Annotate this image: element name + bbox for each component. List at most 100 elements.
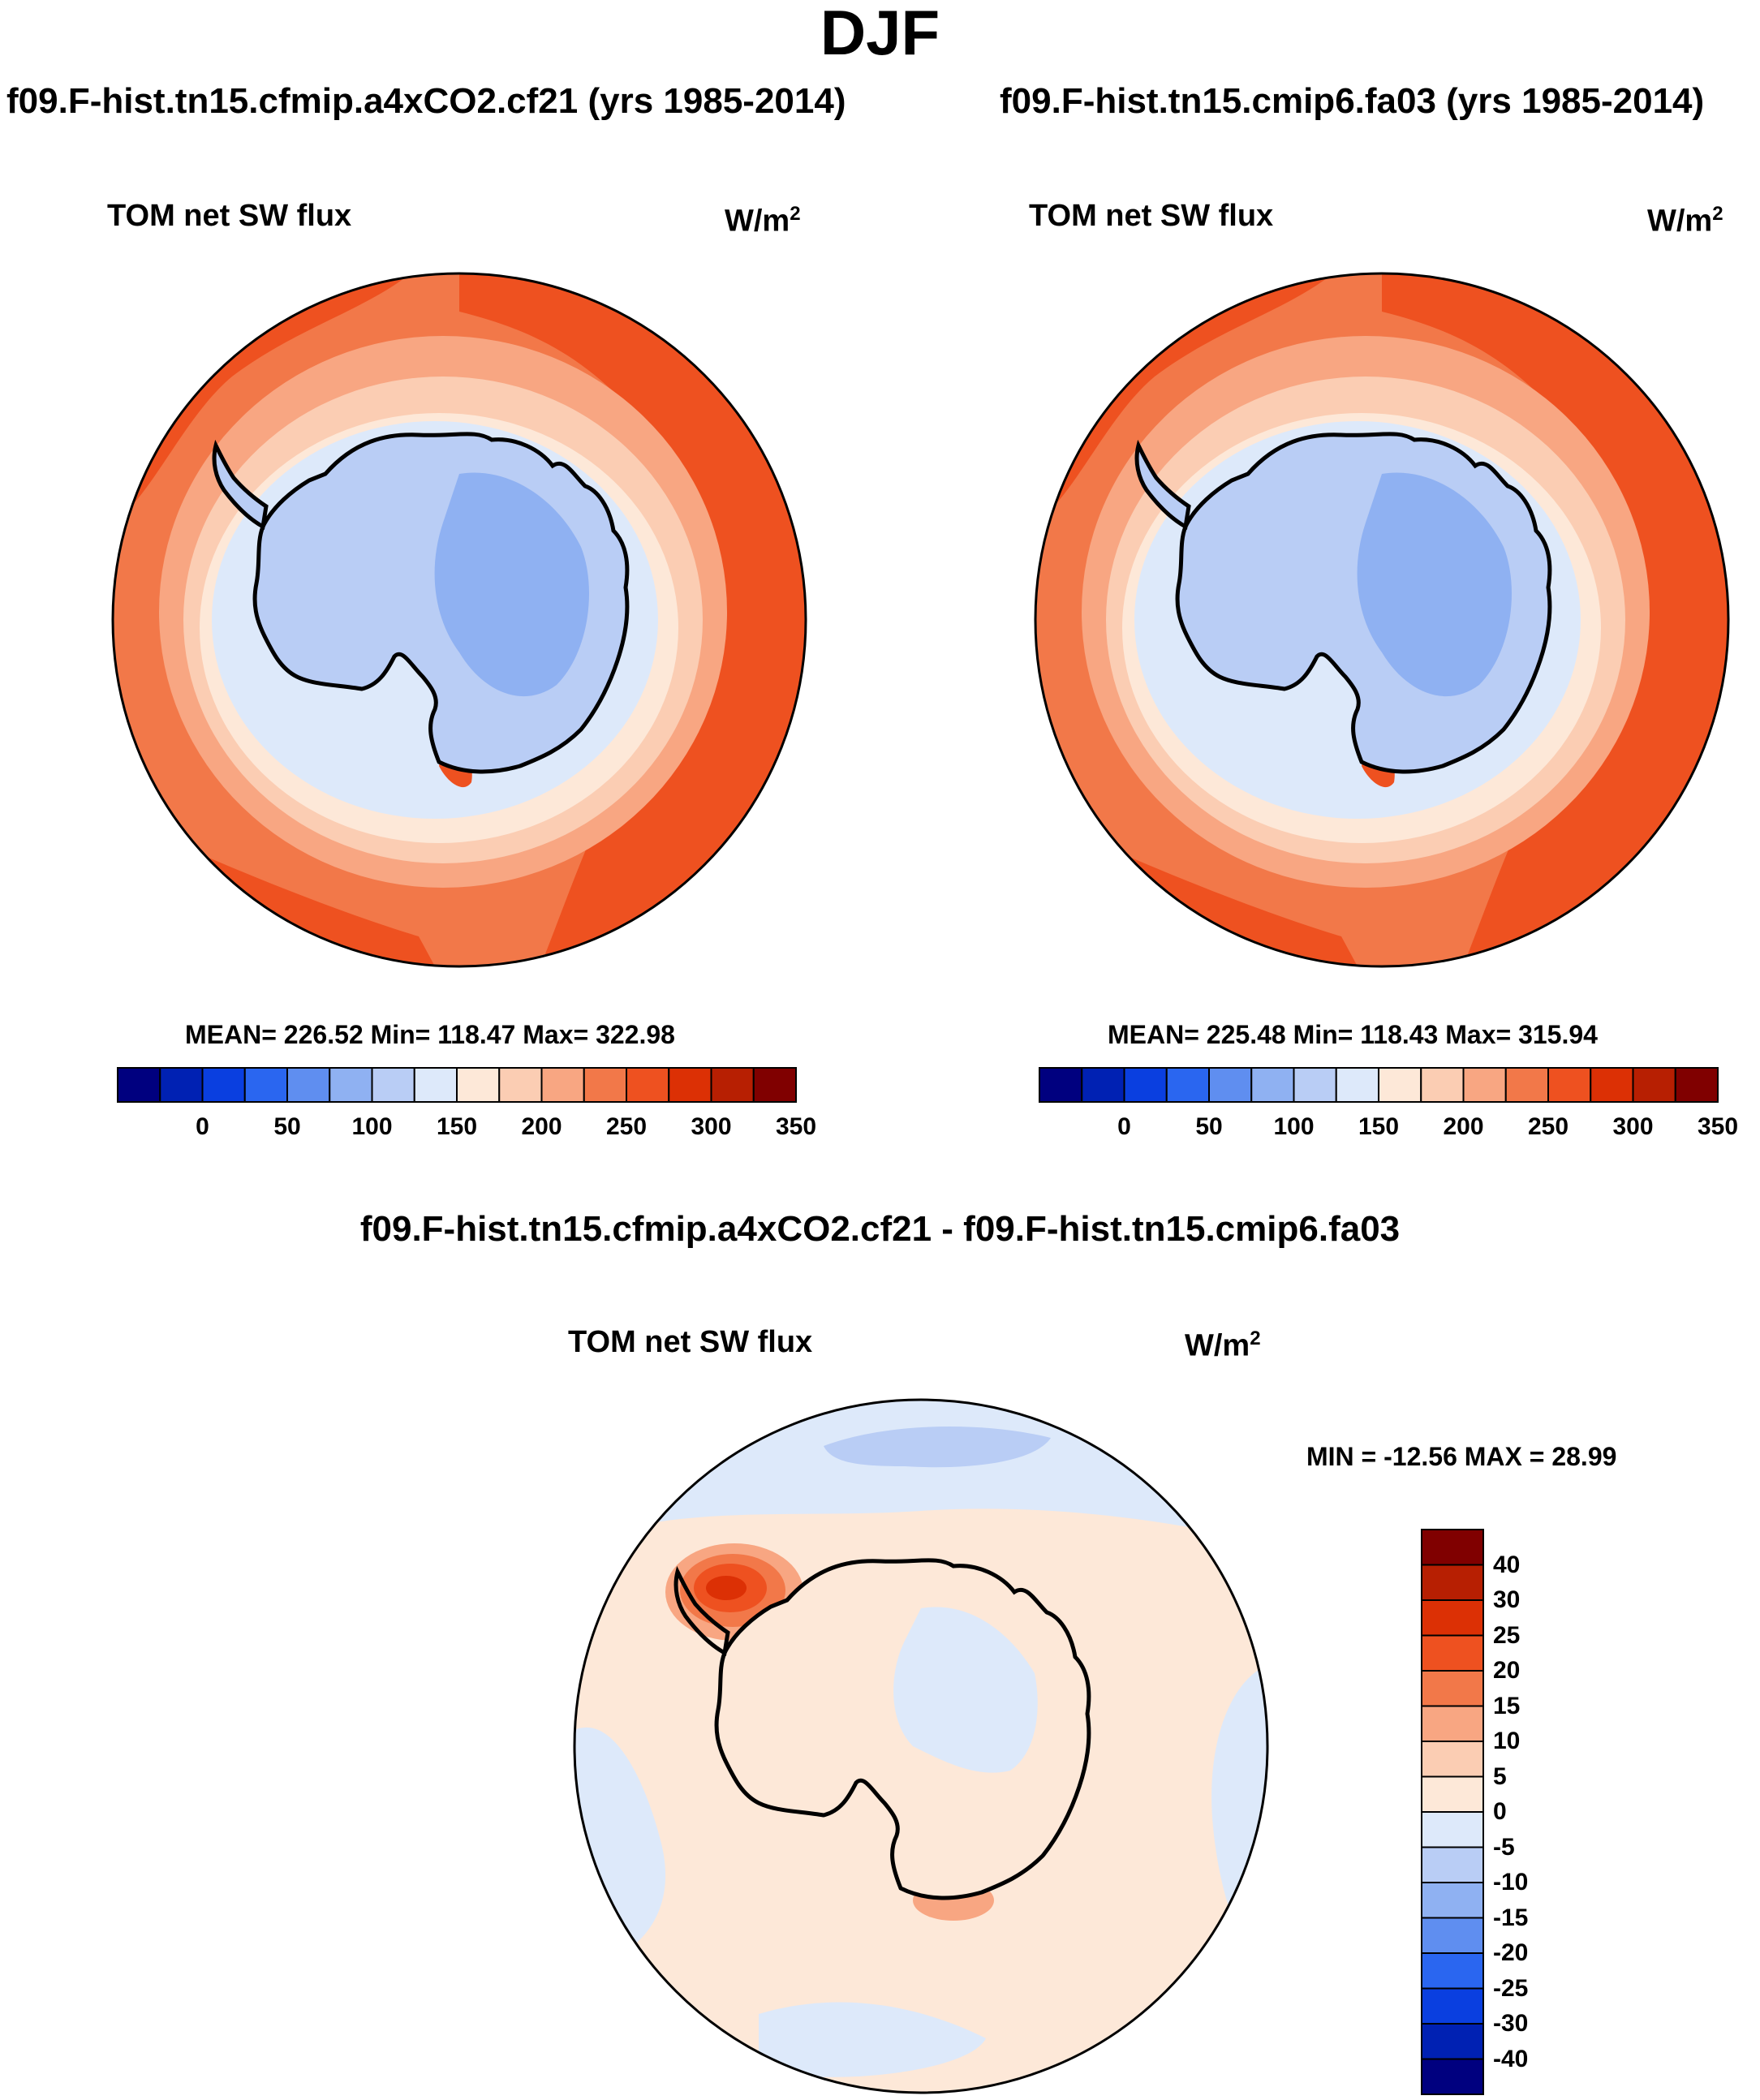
colorbar-swatch [1547,1067,1592,1103]
colorbar-swatch [1421,1987,1484,2025]
colorbar-tick-label: 350 [1697,1113,1739,1140]
colorbar-swatch [626,1067,670,1103]
panel-1-variable: TOM net SW flux [107,199,352,233]
colorbar-swatch [1421,2023,1484,2060]
colorbar-swatch [1421,1705,1484,1742]
colorbar-swatch [1250,1067,1295,1103]
ocean-outer-region [459,273,806,966]
colorbar-tick-label: 200 [1443,1113,1484,1140]
colorbar-tick-label: 50 [273,1113,301,1140]
colorbar-tick-label: 20 [1493,1657,1521,1684]
panel-1-case-title: f09.F-hist.tn15.cfmip.a4xCO2.cf21 (yrs 1… [6,81,846,121]
colorbar-swatch [159,1067,204,1103]
panel-2-variable: TOM net SW flux [1029,199,1274,233]
ice-interior [1357,472,1512,697]
colorbar-swatch [201,1067,246,1103]
colorbar-tick-label: 150 [436,1113,478,1140]
colorbar-tick-label: 30 [1493,1586,1521,1613]
colorbar-swatch [1421,1741,1484,1778]
ocean-outer-region [1382,273,1728,966]
colorbar-swatch [1632,1067,1676,1103]
figure-title: DJF [820,0,940,68]
panel-1-map [111,272,807,968]
colorbar-swatch [710,1067,755,1103]
colorbar-swatch [1504,1067,1549,1103]
colorbar-swatch [1123,1067,1168,1103]
colorbar-swatch [1420,1067,1465,1103]
colorbar-tick-label: -20 [1493,1939,1529,1966]
colorbar-tick-label: -10 [1493,1869,1529,1896]
colorbar-tick-label: -25 [1493,1974,1529,2002]
colorbar-tick-label: 25 [1493,1621,1521,1649]
colorbar-tick-label: -40 [1493,2045,1529,2072]
colorbar-swatch [752,1067,797,1103]
map-boundary [111,272,807,968]
colorbar-swatch [456,1067,501,1103]
colorbar-tick-label: 100 [351,1113,393,1140]
colorbar-tick-label: 250 [1527,1113,1569,1140]
colorbar-tick-label: 350 [775,1113,817,1140]
colorbar-swatch [1293,1067,1337,1103]
colorbar-swatch [1081,1067,1125,1103]
colorbar-swatch [1421,1917,1484,1954]
colorbar-swatch [1421,1634,1484,1672]
diff-title: f09.F-hist.tn15.cfmip.a4xCO2.cf21 - f09.… [359,1209,1401,1249]
diff-variable: TOM net SW flux [568,1325,813,1359]
colorbar-swatch [1421,2058,1484,2095]
colorbar-tick-label: 50 [1195,1113,1223,1140]
colorbar-swatch [329,1067,373,1103]
colorbar-tick-label: 150 [1358,1113,1400,1140]
map-boundary [1034,272,1730,968]
colorbar-tick-label: 200 [521,1113,562,1140]
colorbar-swatch [1421,1882,1484,1919]
colorbar-swatch [1421,1529,1484,1566]
colorbar-tick-label: 5 [1493,1762,1507,1790]
panel-2-colorbar [1039,1067,1719,1103]
colorbar-tick-label: -5 [1493,1833,1515,1861]
colorbar-swatch [668,1067,712,1103]
diff-hotspot-core [706,1576,747,1600]
colorbar-tick-label: 0 [1493,1798,1507,1825]
colorbar-tick-label: 15 [1493,1692,1521,1719]
panel-2-map [1034,272,1730,968]
colorbar-swatch [286,1067,331,1103]
colorbar-swatch [498,1067,543,1103]
colorbar-tick-label: 300 [1612,1113,1654,1140]
panel-1-colorbar [117,1067,797,1103]
diff-map-boundary [573,1398,1269,2094]
panel-1-stats: MEAN= 226.52 Min= 118.47 Max= 322.98 [185,1020,675,1049]
colorbar-tick-label: 0 [1117,1113,1131,1140]
diff-ice-interior [893,1607,1038,1773]
colorbar-tick-label: 300 [691,1113,732,1140]
colorbar-tick-label: -30 [1493,2010,1529,2037]
diff-units: W/m2 [1185,1328,1261,1363]
ice-interior [434,472,589,697]
colorbar-swatch [1421,1952,1484,1990]
colorbar-tick-label: 250 [605,1113,648,1140]
diff-negative-south [759,2002,986,2077]
colorbar-swatch [1421,1846,1484,1883]
colorbar-swatch [1208,1067,1253,1103]
colorbar-tick-label: 40 [1493,1551,1521,1578]
colorbar-swatch [1165,1067,1210,1103]
colorbar-swatch [540,1067,585,1103]
colorbar-swatch [371,1067,415,1103]
colorbar-tick-label: -15 [1493,1904,1529,1931]
colorbar-tick-label: 10 [1493,1728,1521,1754]
colorbar-swatch [413,1067,458,1103]
panel-1-units: W/m2 [725,203,801,239]
colorbar-swatch [1590,1067,1634,1103]
panel-2-units: W/m2 [1647,203,1723,239]
colorbar-swatch [117,1067,161,1103]
colorbar-swatch [1421,1564,1484,1601]
colorbar-swatch [1421,1775,1484,1813]
panel-2-stats: MEAN= 225.48 Min= 118.43 Max= 315.94 [1108,1020,1598,1049]
colorbar-tick-label: 100 [1273,1113,1315,1140]
colorbar-swatch [243,1067,288,1103]
colorbar-swatch [583,1067,627,1103]
colorbar-swatch [1039,1067,1083,1103]
diff-colorbar [1421,1529,1484,2095]
colorbar-swatch [1421,1670,1484,1707]
colorbar-swatch [1335,1067,1379,1103]
diff-stats: MIN = -12.56 MAX = 28.99 [1306,1442,1617,1471]
